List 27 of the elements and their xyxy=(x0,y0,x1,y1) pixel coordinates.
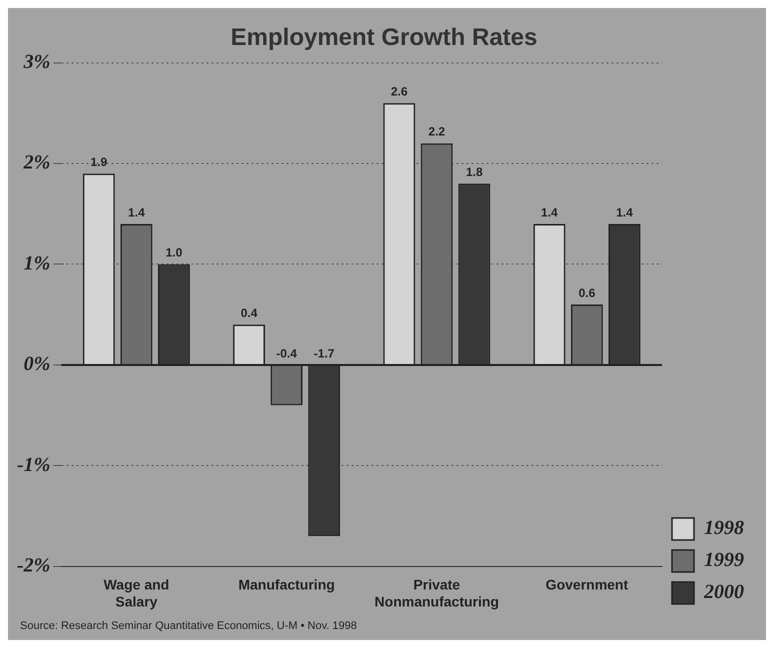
data-label: -0.4 xyxy=(276,346,298,360)
data-label: 0.4 xyxy=(240,306,258,320)
x-tick-label: Private Nonmanufacturing xyxy=(374,576,499,610)
y-tick-label: -2% xyxy=(16,554,50,577)
data-label: 1.4 xyxy=(541,205,558,220)
y-tick-label: 3% xyxy=(22,50,50,73)
x-tick-label: Manufacturing xyxy=(238,576,335,593)
legend-label: 1998 xyxy=(704,517,744,540)
y-tick-label: 0% xyxy=(24,353,50,376)
data-label: 1.0 xyxy=(166,246,183,260)
legend-label: 1999 xyxy=(704,549,744,572)
data-label: 2.2 xyxy=(428,124,446,139)
y-tick-label: -1% xyxy=(16,454,50,476)
x-tick-label: Wage and Salary xyxy=(104,576,170,610)
data-label: 1.4 xyxy=(128,205,146,220)
data-label: 2.6 xyxy=(390,84,408,98)
x-tick-label: Government xyxy=(546,576,628,593)
data-label: 1.8 xyxy=(466,164,483,179)
data-label: 1.9 xyxy=(90,154,108,169)
source-note: Source: Research Seminar Quantitative Economics, U-M • Nov. 1998 xyxy=(19,619,358,634)
y-tick-label: 2% xyxy=(22,152,50,174)
legend-label: 2000 xyxy=(703,581,744,604)
data-label: 0.6 xyxy=(578,286,596,300)
data-label: -1.7 xyxy=(314,346,335,360)
chart-title: Employment Growth Rates xyxy=(230,24,538,52)
y-tick-label: 1% xyxy=(24,252,50,274)
data-label: 1.4 xyxy=(616,205,634,220)
